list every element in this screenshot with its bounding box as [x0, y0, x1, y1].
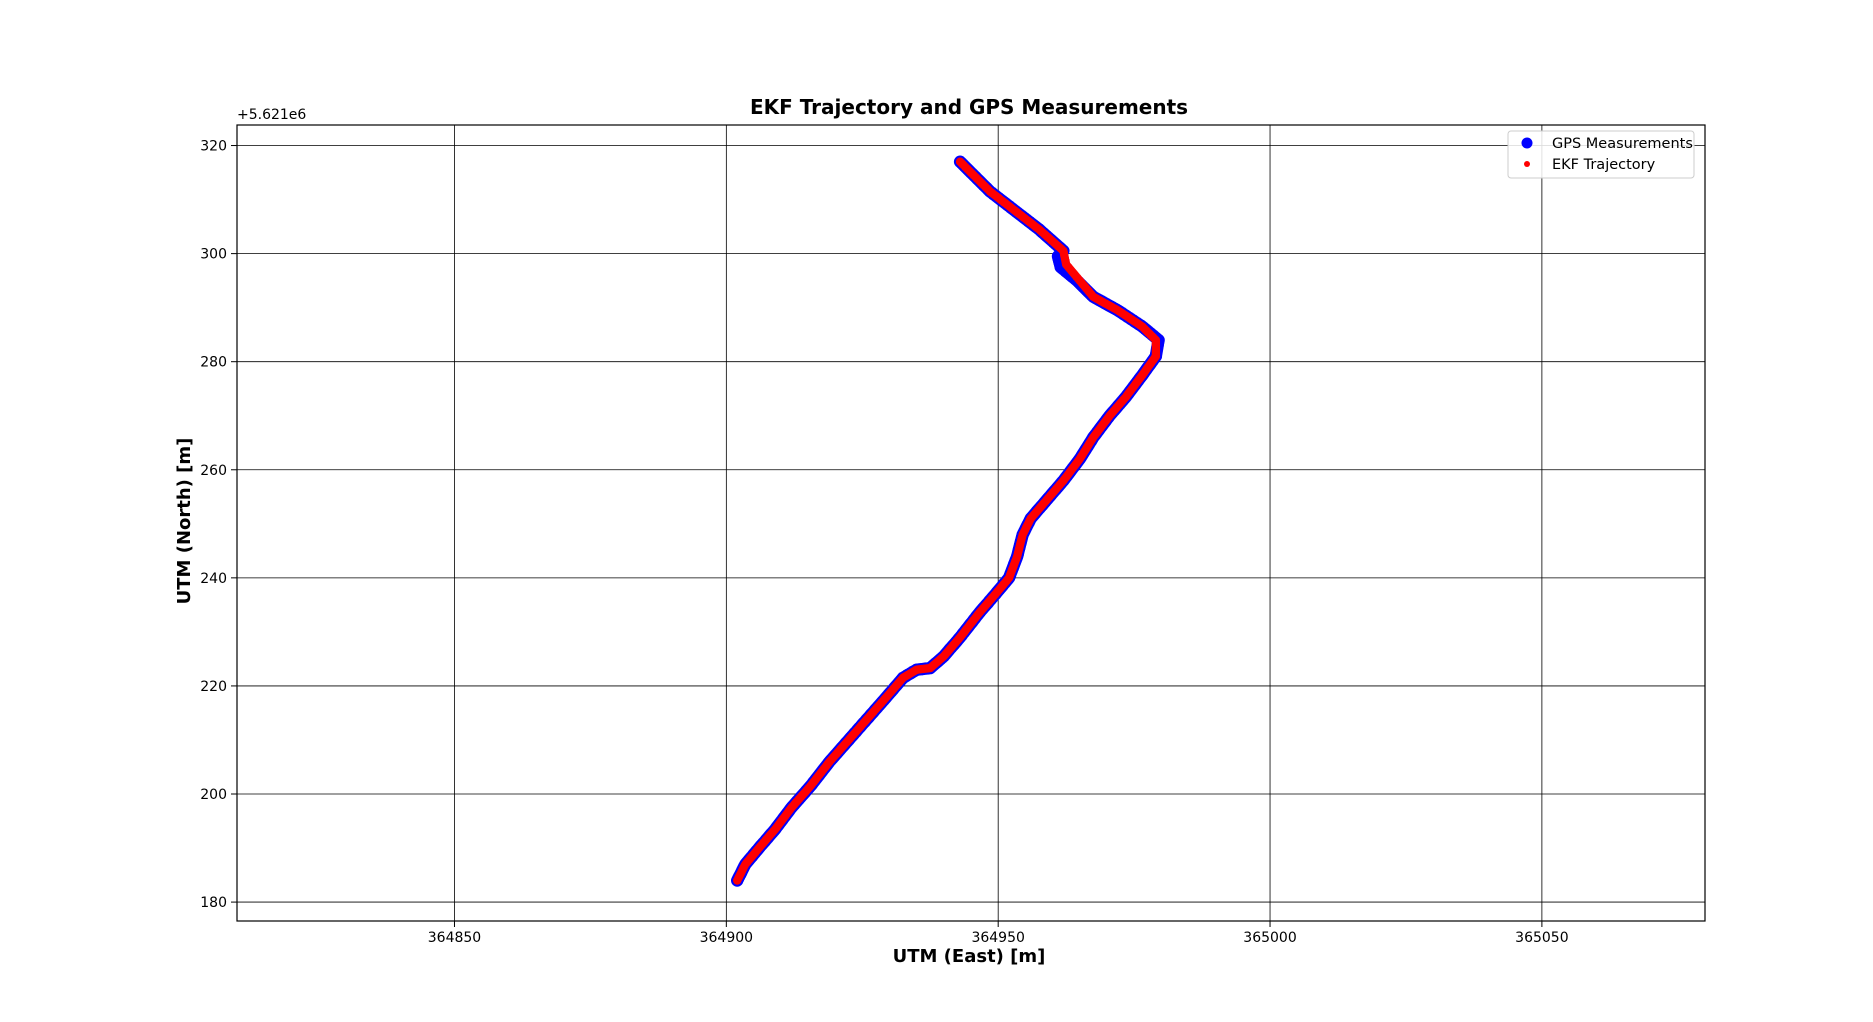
- y-axis-label: UTM (North) [m]: [174, 438, 195, 605]
- chart-title: EKF Trajectory and GPS Measurements: [750, 95, 1188, 119]
- x-tick-label: 364900: [700, 930, 753, 946]
- legend-label-ekf: EKF Trajectory: [1552, 157, 1656, 173]
- plot-frame: [236, 124, 1706, 922]
- y-tick-label: 300: [200, 247, 227, 263]
- y-tick-label: 180: [200, 895, 227, 911]
- grid-lines: [237, 125, 1705, 921]
- y-tick-label: 200: [200, 787, 227, 803]
- legend-marker-ekf: [1524, 161, 1530, 167]
- legend-box: [1507, 130, 1695, 179]
- y-axis-ticks: 180 200 220 240 260 280 300 320: [200, 139, 237, 911]
- x-tick-label: 365000: [1243, 930, 1296, 946]
- x-tick-label: 365050: [1515, 930, 1568, 946]
- x-axis-label: UTM (East) [m]: [893, 946, 1046, 967]
- series-ekf-trajectory: [733, 157, 1161, 885]
- y-tick-label: 260: [200, 463, 227, 479]
- x-tick-label: 364950: [971, 930, 1024, 946]
- y-tick-label: 220: [200, 679, 227, 695]
- plot-area: [731, 155, 1165, 887]
- x-tick-label: 364850: [428, 930, 481, 946]
- y-tick-label: 280: [200, 355, 227, 371]
- legend-marker-gps: [1521, 137, 1533, 149]
- y-axis-offset-label: +5.621e6: [237, 107, 306, 123]
- legend: GPS Measurements EKF Trajectory: [1507, 130, 1695, 179]
- legend-label-gps: GPS Measurements: [1552, 136, 1693, 152]
- y-tick-label: 240: [200, 571, 227, 587]
- series-gps-measurements: [731, 155, 1165, 887]
- x-axis-ticks: 364850 364900 364950 365000 365050: [428, 921, 1569, 946]
- ekf-point: [955, 157, 965, 166]
- y-tick-label: 320: [200, 139, 227, 155]
